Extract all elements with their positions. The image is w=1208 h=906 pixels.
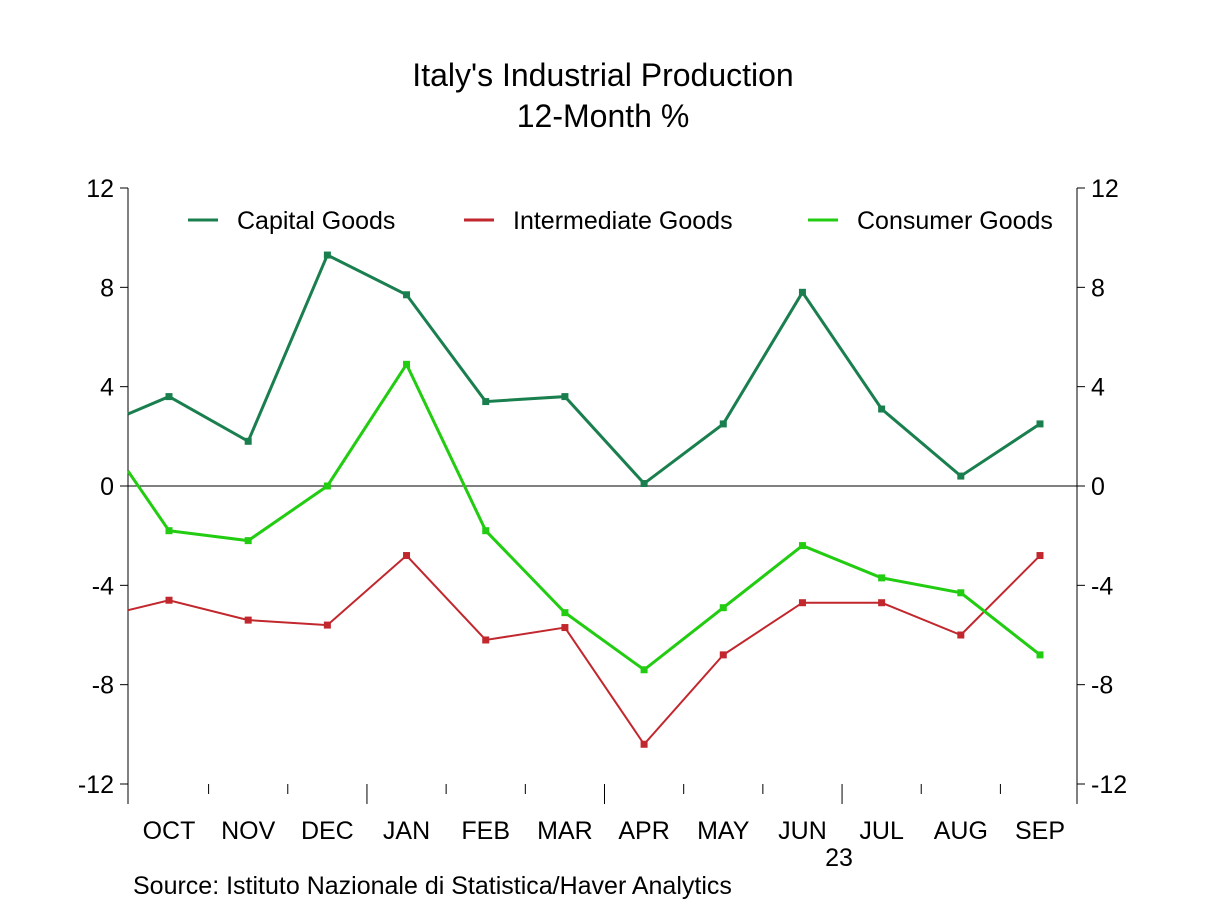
data-point-capital-goods xyxy=(165,393,173,401)
y-tick-label-right: -12 xyxy=(1091,771,1127,799)
data-point-consumer-goods xyxy=(323,482,331,490)
series-line-capital-goods xyxy=(127,252,1041,486)
y-tick-label-right: 0 xyxy=(1091,473,1105,501)
data-point-capital-goods xyxy=(878,405,886,413)
year-label: 23 xyxy=(825,844,853,872)
data-point-capital-goods xyxy=(957,472,965,480)
data-point-consumer-goods xyxy=(1036,651,1044,659)
data-point-capital-goods xyxy=(1036,420,1044,428)
data-point-consumer-goods xyxy=(957,589,965,597)
plot-area: 12 12 8 8 4 4 0 0 -4 -4 -8 -8 -12 -12 OCT NOV DEC JAN FEB M… xyxy=(78,175,1127,845)
x-tick-label: JUL xyxy=(859,817,904,845)
data-point-consumer-goods xyxy=(561,609,569,617)
y-tick-label-left: 4 xyxy=(100,374,114,402)
data-point-consumer-goods xyxy=(878,574,886,582)
y-tick-label-left: 12 xyxy=(86,175,114,203)
data-point-consumer-goods xyxy=(403,360,411,368)
series-line-consumer-goods xyxy=(126,361,1041,672)
y-tick-label-left: -12 xyxy=(78,771,114,799)
data-point-consumer-goods xyxy=(640,666,648,674)
data-point-capital-goods xyxy=(244,437,252,445)
data-point-capital-goods xyxy=(323,251,331,259)
data-point-intermediate-goods xyxy=(482,636,490,644)
legend-label-consumer-goods: Consumer Goods xyxy=(857,207,1053,235)
data-point-consumer-goods xyxy=(165,527,173,535)
x-tick-label: APR xyxy=(618,817,669,845)
y-tick-label-right: 4 xyxy=(1091,374,1105,402)
data-point-intermediate-goods xyxy=(957,631,965,639)
data-point-consumer-goods xyxy=(244,537,252,545)
data-point-intermediate-goods xyxy=(719,651,727,659)
x-tick-label: DEC xyxy=(301,817,354,845)
x-tick-label: SEP xyxy=(1015,817,1065,845)
y-tick-label-right: 8 xyxy=(1091,274,1105,302)
data-point-consumer-goods xyxy=(798,542,806,550)
x-tick-label: MAY xyxy=(697,817,750,845)
y-tick-label-left: -4 xyxy=(92,572,114,600)
data-point-consumer-goods xyxy=(482,527,490,535)
data-point-capital-goods xyxy=(403,291,411,299)
chart-subtitle: 12-Month % xyxy=(517,98,690,134)
legend-label-intermediate-goods: Intermediate Goods xyxy=(513,207,733,235)
x-tick-label: FEB xyxy=(461,817,510,845)
data-point-consumer-goods xyxy=(719,604,727,612)
data-point-capital-goods xyxy=(482,398,490,406)
data-point-capital-goods xyxy=(719,420,727,428)
y-tick-label-left: 0 xyxy=(100,473,114,501)
x-tick-label: NOV xyxy=(221,817,276,845)
data-point-intermediate-goods xyxy=(323,621,331,629)
x-tick-label: AUG xyxy=(934,817,988,845)
x-tick-label: JUN xyxy=(778,817,827,845)
data-point-capital-goods xyxy=(798,288,806,296)
y-tick-label-left: -8 xyxy=(92,672,114,700)
data-point-intermediate-goods xyxy=(1036,552,1044,560)
data-point-intermediate-goods xyxy=(165,596,173,604)
data-point-intermediate-goods xyxy=(798,599,806,607)
data-point-intermediate-goods xyxy=(561,624,569,632)
x-tick-label: MAR xyxy=(537,817,593,845)
y-tick-label-left: 8 xyxy=(100,274,114,302)
series-line-intermediate-goods xyxy=(127,554,1041,746)
x-tick-label: OCT xyxy=(143,817,196,845)
y-tick-label-right: -8 xyxy=(1091,672,1113,700)
legend-label-capital-goods: Capital Goods xyxy=(237,207,395,235)
data-point-capital-goods xyxy=(561,393,569,401)
legend: Capital Goods Intermediate Goods Consume… xyxy=(188,207,1053,235)
data-point-intermediate-goods xyxy=(640,740,648,748)
x-tick-label: JAN xyxy=(383,817,430,845)
y-tick-label-right: 12 xyxy=(1091,175,1119,203)
data-point-intermediate-goods xyxy=(244,616,252,624)
chart-title: Italy's Industrial Production xyxy=(412,57,793,93)
data-point-intermediate-goods xyxy=(403,552,411,560)
data-point-capital-goods xyxy=(640,480,648,488)
y-tick-label-right: -4 xyxy=(1091,572,1113,600)
source-note: Source: Istituto Nazionale di Statistica… xyxy=(133,872,732,900)
data-point-intermediate-goods xyxy=(878,599,886,607)
